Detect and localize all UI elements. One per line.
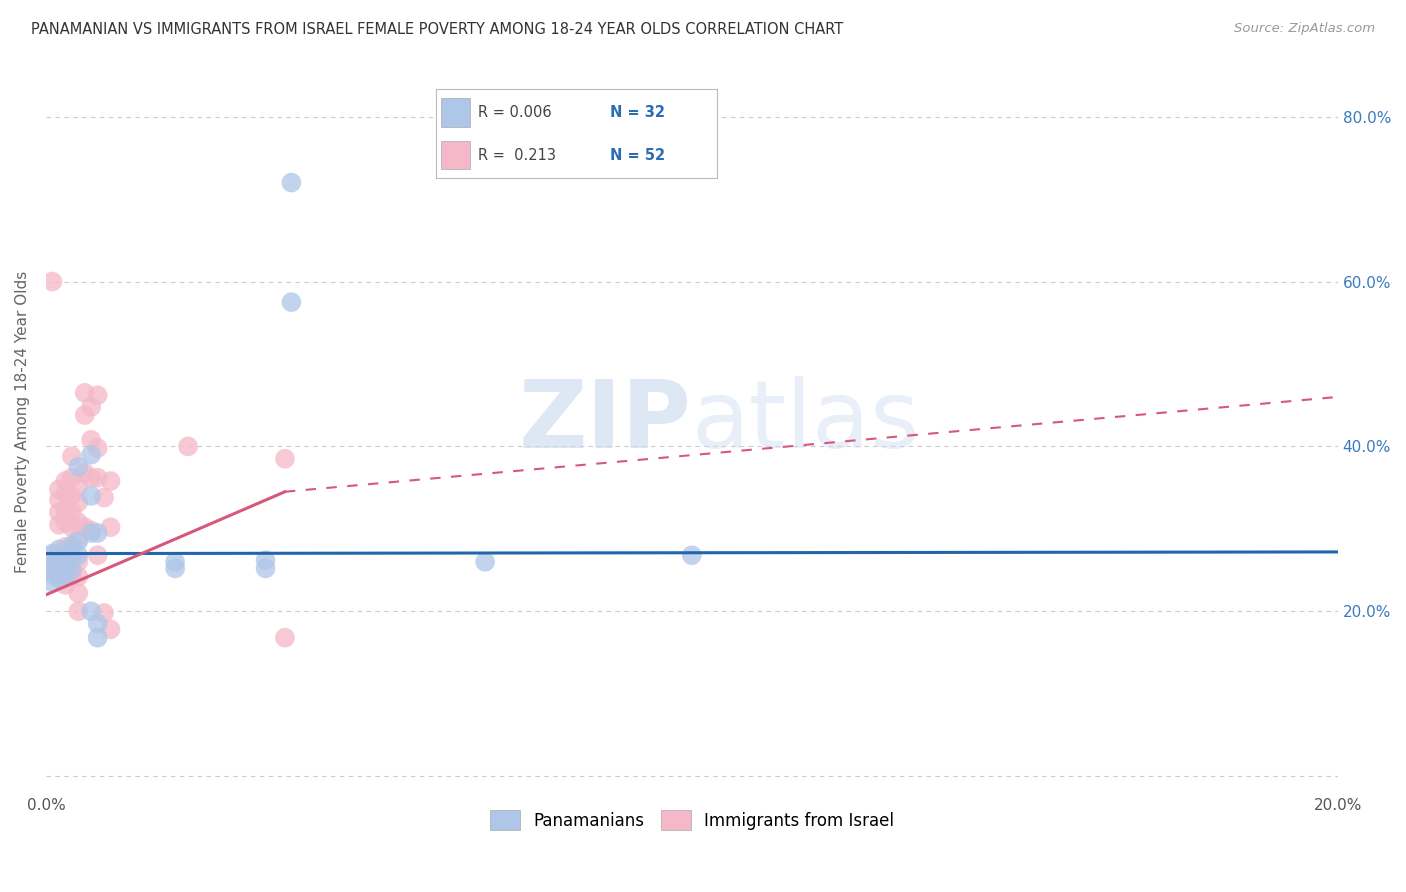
Point: [60, 489, 83, 503]
Point: [73, 385, 96, 400]
Point: [53, 578, 76, 592]
Point: [53, 565, 76, 579]
Point: [60, 471, 83, 485]
Point: [86, 631, 108, 645]
Text: R = 0.006: R = 0.006: [478, 105, 551, 120]
Point: [67, 460, 90, 475]
Point: [80, 471, 103, 485]
Point: [48, 505, 70, 519]
Point: [67, 569, 90, 583]
Point: [86, 441, 108, 455]
Point: [100, 474, 122, 488]
Point: [80, 604, 103, 618]
Point: [80, 448, 103, 462]
Point: [93, 491, 115, 505]
Point: [53, 540, 76, 554]
Point: [41, 548, 63, 562]
Point: [48, 493, 70, 508]
Point: [67, 479, 90, 493]
Text: ZIP: ZIP: [519, 376, 692, 467]
Point: [60, 550, 83, 565]
Point: [53, 504, 76, 518]
Point: [53, 558, 76, 573]
Point: [48, 571, 70, 585]
FancyBboxPatch shape: [441, 98, 470, 127]
Point: [80, 524, 103, 538]
Text: N = 52: N = 52: [610, 148, 665, 162]
Point: [53, 553, 76, 567]
Point: [41, 557, 63, 571]
Point: [80, 525, 103, 540]
Point: [80, 433, 103, 447]
Text: R =  0.213: R = 0.213: [478, 148, 555, 162]
Point: [53, 569, 76, 583]
Point: [48, 553, 70, 567]
Point: [93, 606, 115, 620]
Point: [165, 561, 187, 575]
Point: [67, 555, 90, 569]
Point: [67, 495, 90, 509]
Point: [67, 586, 90, 600]
Point: [86, 388, 108, 402]
Point: [67, 532, 90, 546]
Point: [41, 567, 63, 582]
Point: [280, 295, 302, 310]
Point: [53, 474, 76, 488]
Y-axis label: Female Poverty Among 18-24 Year Olds: Female Poverty Among 18-24 Year Olds: [15, 270, 30, 573]
Legend: Panamanians, Immigrants from Israel: Panamanians, Immigrants from Israel: [484, 804, 901, 837]
Point: [41, 547, 63, 561]
Point: [60, 520, 83, 534]
Point: [80, 489, 103, 503]
Point: [86, 471, 108, 485]
Point: [474, 555, 496, 569]
Point: [41, 575, 63, 590]
Point: [53, 547, 76, 561]
Text: N = 32: N = 32: [610, 105, 665, 120]
FancyBboxPatch shape: [441, 141, 470, 169]
Point: [177, 439, 200, 453]
Point: [681, 548, 703, 562]
Point: [41, 275, 63, 289]
Text: PANAMANIAN VS IMMIGRANTS FROM ISRAEL FEMALE POVERTY AMONG 18-24 YEAR OLDS CORREL: PANAMANIAN VS IMMIGRANTS FROM ISRAEL FEM…: [31, 22, 844, 37]
Point: [86, 616, 108, 631]
Point: [48, 563, 70, 577]
Point: [86, 525, 108, 540]
Point: [100, 623, 122, 637]
Point: [280, 176, 302, 190]
Point: [53, 515, 76, 529]
Point: [60, 563, 83, 577]
Point: [67, 604, 90, 618]
Point: [254, 561, 277, 575]
Point: [165, 555, 187, 569]
Point: [41, 565, 63, 579]
Point: [41, 558, 63, 573]
Text: atlas: atlas: [692, 376, 920, 467]
Point: [100, 520, 122, 534]
Point: [60, 505, 83, 519]
Point: [73, 408, 96, 422]
Point: [48, 483, 70, 497]
Point: [274, 631, 297, 645]
Point: [53, 487, 76, 501]
Point: [86, 548, 108, 562]
Point: [60, 555, 83, 569]
Point: [60, 450, 83, 464]
Point: [60, 567, 83, 582]
Point: [67, 548, 90, 562]
Point: [254, 553, 277, 567]
Text: Source: ZipAtlas.com: Source: ZipAtlas.com: [1234, 22, 1375, 36]
Point: [67, 534, 90, 549]
Point: [48, 517, 70, 532]
Point: [274, 451, 297, 466]
Point: [73, 466, 96, 480]
Point: [60, 540, 83, 554]
Point: [80, 400, 103, 414]
Point: [48, 542, 70, 557]
Point: [60, 538, 83, 552]
Point: [73, 520, 96, 534]
Point: [67, 515, 90, 529]
